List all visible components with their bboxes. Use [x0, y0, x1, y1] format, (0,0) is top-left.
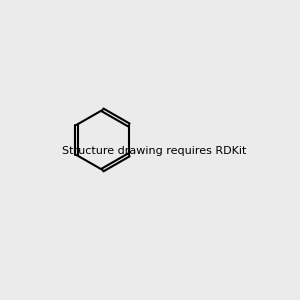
Text: Structure drawing requires RDKit: Structure drawing requires RDKit	[61, 146, 246, 157]
